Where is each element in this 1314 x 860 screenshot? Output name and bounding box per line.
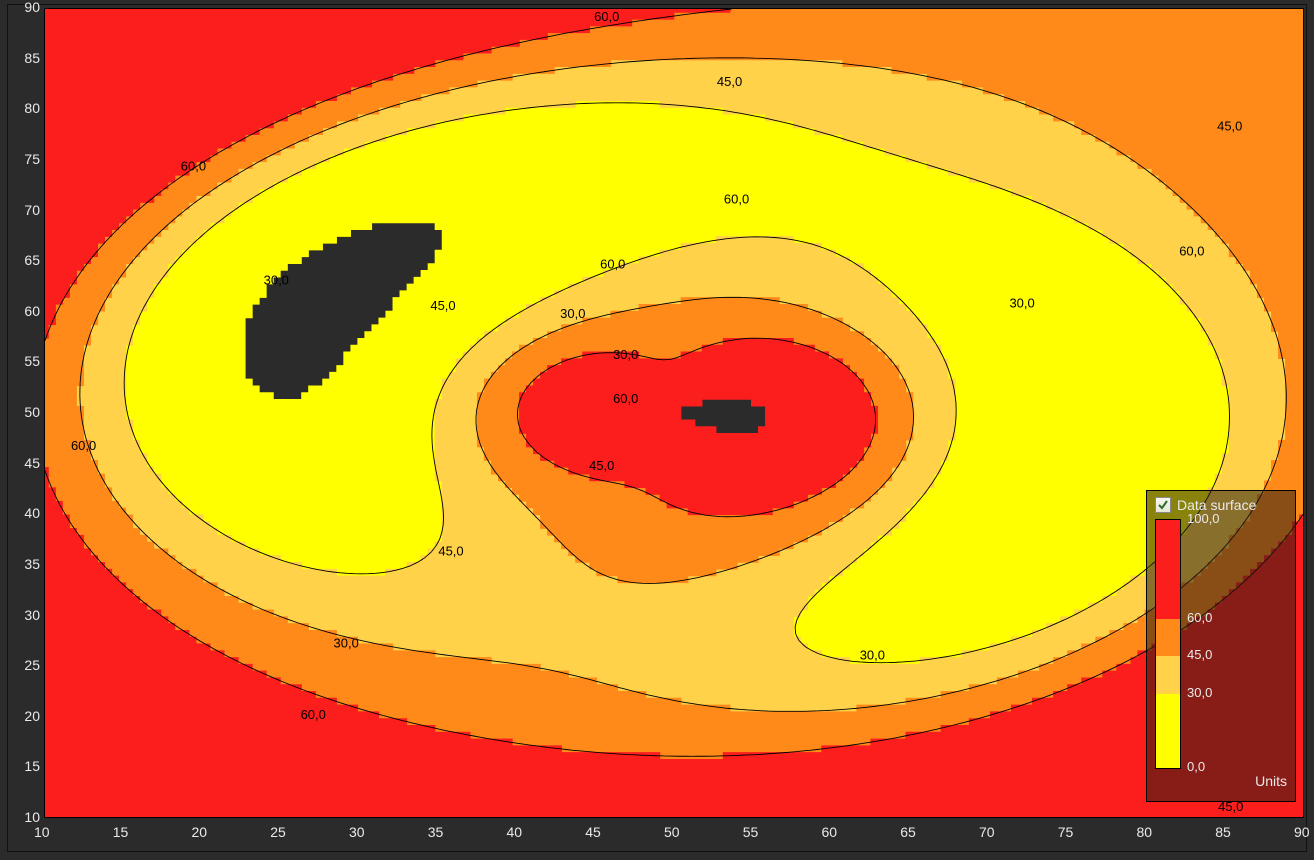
svg-text:45,0: 45,0 (430, 298, 455, 313)
x-tick-label: 10 (34, 824, 50, 840)
legend-units: Units (1155, 773, 1287, 789)
contour-plot[interactable]: 60,0 60,0 60,0 60,0 60,0 60,0 60,0 60,0 45,0 45,0… (44, 8, 1304, 818)
svg-text:60,0: 60,0 (724, 192, 749, 207)
x-tick-label: 75 (1058, 824, 1074, 840)
svg-text:60,0: 60,0 (1179, 243, 1204, 258)
y-tick-label: 45 (10, 455, 40, 471)
x-tick-label: 65 (900, 824, 916, 840)
x-tick-label: 30 (349, 824, 365, 840)
y-tick-label: 70 (10, 202, 40, 218)
legend-color-segment (1156, 520, 1180, 619)
svg-text:60,0: 60,0 (71, 438, 96, 453)
y-tick-label: 90 (10, 0, 40, 15)
svg-text:60,0: 60,0 (181, 159, 206, 174)
svg-text:30,0: 30,0 (860, 647, 885, 662)
x-tick-label: 25 (270, 824, 286, 840)
legend-checkbox[interactable] (1155, 497, 1171, 513)
x-tick-label: 80 (1137, 824, 1153, 840)
svg-text:45,0: 45,0 (1217, 119, 1242, 134)
svg-text:30,0: 30,0 (560, 306, 585, 321)
legend-tick-label: 30,0 (1187, 685, 1212, 700)
svg-text:60,0: 60,0 (301, 707, 326, 722)
legend-tick-label: 45,0 (1187, 647, 1212, 662)
legend-colorbar (1155, 519, 1181, 769)
y-tick-label: 50 (10, 404, 40, 420)
x-tick-label: 45 (585, 824, 601, 840)
legend-tick-label: 60,0 (1187, 610, 1212, 625)
svg-text:30,0: 30,0 (334, 635, 359, 650)
svg-text:45,0: 45,0 (438, 544, 463, 559)
legend-colorbar-wrap: 100,060,045,030,00,0 (1155, 519, 1287, 769)
x-tick-label: 90 (1294, 824, 1310, 840)
svg-text:30,0: 30,0 (264, 272, 289, 287)
svg-text:60,0: 60,0 (613, 391, 638, 406)
y-tick-label: 10 (10, 809, 40, 825)
svg-text:45,0: 45,0 (589, 458, 614, 473)
legend-tick-label: 100,0 (1187, 511, 1220, 526)
y-tick-label: 75 (10, 151, 40, 167)
svg-text:60,0: 60,0 (594, 9, 619, 24)
x-tick-label: 55 (743, 824, 759, 840)
chart-frame: 60,0 60,0 60,0 60,0 60,0 60,0 60,0 60,0 45,0 45,0… (0, 0, 1314, 860)
legend-tick-label: 0,0 (1187, 759, 1205, 774)
y-tick-label: 35 (10, 556, 40, 572)
legend: Data surface 100,0 60,0 45,0 30,0 0,0 Units (1146, 490, 1296, 802)
svg-text:60,0: 60,0 (600, 256, 625, 271)
svg-text:45,0: 45,0 (717, 74, 742, 89)
y-tick-label: 60 (10, 303, 40, 319)
y-tick-label: 25 (10, 657, 40, 673)
y-tick-label: 40 (10, 505, 40, 521)
x-tick-label: 40 (507, 824, 523, 840)
legend-title-row: Data surface (1155, 497, 1287, 513)
contour-svg: 60,0 60,0 60,0 60,0 60,0 60,0 60,0 60,0 45,0 45,0… (45, 9, 1303, 817)
x-tick-label: 35 (428, 824, 444, 840)
x-tick-label: 70 (979, 824, 995, 840)
legend-color-segment (1156, 619, 1180, 656)
legend-color-segment (1156, 694, 1180, 768)
x-tick-label: 50 (664, 824, 680, 840)
y-tick-label: 80 (10, 100, 40, 116)
y-tick-label: 65 (10, 252, 40, 268)
svg-text:30,0: 30,0 (613, 347, 638, 362)
x-tick-label: 20 (192, 824, 208, 840)
y-tick-label: 55 (10, 353, 40, 369)
y-tick-label: 20 (10, 708, 40, 724)
legend-color-segment (1156, 656, 1180, 693)
y-tick-label: 30 (10, 607, 40, 623)
x-tick-label: 60 (822, 824, 838, 840)
x-tick-label: 15 (113, 824, 129, 840)
x-tick-label: 85 (1215, 824, 1231, 840)
y-tick-label: 15 (10, 758, 40, 774)
svg-text:30,0: 30,0 (1009, 295, 1034, 310)
y-tick-label: 85 (10, 50, 40, 66)
